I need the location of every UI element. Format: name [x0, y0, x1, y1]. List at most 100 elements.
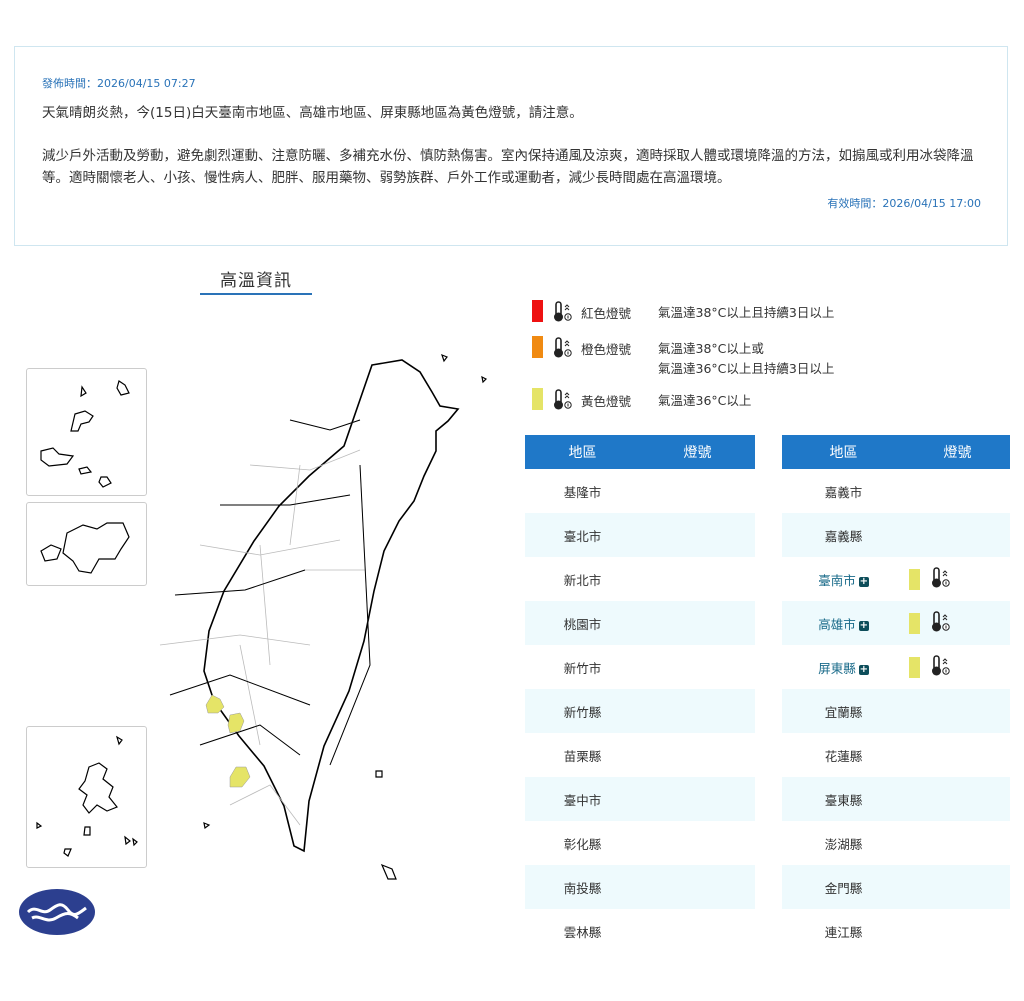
region-name: 新竹市 — [563, 660, 602, 676]
table-row: 高雄市 + — [782, 601, 1010, 645]
signal-cell — [905, 777, 1010, 821]
valid-time: 有效時間：2026/04/15 17:00 — [827, 197, 981, 210]
thermometer-heat-icon — [930, 566, 952, 593]
inset-kinmen — [26, 502, 147, 586]
signal-cell — [905, 733, 1010, 777]
inset-matsu — [26, 368, 147, 496]
signal-cell — [640, 777, 755, 821]
cwa-logo — [19, 889, 95, 935]
legend-desc: 氣溫達38°C以上且持續3日以上 — [658, 305, 835, 320]
signal-cell — [905, 909, 1010, 953]
table-row: 基隆市 — [525, 469, 755, 513]
table-row: 臺中市 — [525, 777, 755, 821]
signal-cell — [905, 601, 1010, 645]
table-row: 花蓮縣 — [782, 733, 1010, 777]
yellow-signal-swatch — [909, 568, 921, 590]
notice-headline: 天氣晴朗炎熱，今(15日)白天臺南市地區、高雄市地區、屏東縣地區為黃色燈號，請注… — [42, 105, 583, 121]
taiwan-map — [159, 353, 488, 880]
header-region: 地區 — [525, 435, 640, 469]
signal-cell — [640, 689, 755, 733]
taiwan-outline — [203, 359, 460, 853]
kaohsiung-highlight — [227, 712, 245, 734]
table-row: 苗栗縣 — [525, 733, 755, 777]
region-name: 臺北市 — [525, 513, 640, 557]
region-name: 澎湖縣 — [824, 836, 863, 852]
publish-time: 發佈時間：2026/04/15 07:27 — [42, 77, 196, 90]
inset-penghu — [26, 726, 147, 868]
expand-plus-icon[interactable]: + — [858, 663, 869, 675]
pingtung-highlight — [229, 766, 251, 788]
table-row: 連江縣 — [782, 909, 1010, 953]
thermometer-heat-icon — [930, 610, 952, 637]
region-name: 彰化縣 — [563, 836, 602, 852]
region-link[interactable]: 屏東縣 + — [818, 660, 869, 676]
signal-cell — [640, 733, 755, 777]
table-row: 新竹市 — [525, 645, 755, 689]
expand-plus-icon[interactable]: + — [858, 575, 869, 587]
region-name: 桃園市 — [525, 601, 640, 645]
legend-swatch — [532, 336, 543, 358]
section-title: 高溫資訊 — [200, 266, 312, 295]
table-row: 宜蘭縣 — [782, 689, 1010, 733]
header-signal: 燈號 — [905, 435, 1010, 469]
signal-cell — [905, 557, 1010, 601]
signal-cell — [905, 821, 1010, 865]
region-name: 嘉義市 — [824, 484, 863, 500]
table-row: 南投縣 — [525, 865, 755, 909]
signal-cell — [640, 865, 755, 909]
table-row: 臺南市 + — [782, 557, 1010, 601]
thermometer-heat-icon — [552, 300, 574, 327]
legend-desc: 氣溫達36°C以上 — [658, 393, 752, 408]
table-row: 金門縣 — [782, 865, 1010, 909]
notice-panel: 發佈時間：2026/04/15 07:27 天氣晴朗炎熱，今(15日)白天臺南市… — [14, 46, 1008, 246]
table-row: 嘉義市 — [782, 469, 1010, 513]
table-row: 屏東縣 + — [782, 645, 1010, 689]
region-link[interactable]: 臺南市 + — [818, 572, 869, 588]
table-row: 彰化縣 — [525, 821, 755, 865]
table-row: 嘉義縣 — [782, 513, 1010, 557]
notice-advice: 減少戶外活動及勞動，避免劇烈運動、注意防曬、多補充水份、慎防熱傷害。室內保持通風… — [42, 148, 974, 186]
table-row: 桃園市 — [525, 601, 755, 645]
signal-cell — [640, 557, 755, 601]
legend-swatch — [532, 300, 543, 322]
region-name: 新竹縣 — [525, 689, 640, 733]
legend-swatch — [532, 388, 543, 410]
table-row: 雲林縣 — [525, 909, 755, 953]
region-name: 臺中市 — [525, 777, 640, 821]
expand-plus-icon[interactable]: + — [858, 619, 869, 631]
table-row: 新北市 — [525, 557, 755, 601]
region-name: 臺東縣 — [782, 777, 906, 821]
signal-cell — [905, 469, 1010, 513]
region-link[interactable]: 高雄市 + — [782, 601, 906, 645]
signal-cell — [640, 513, 755, 557]
signal-cell — [905, 513, 1010, 557]
region-name: 新北市 — [563, 572, 602, 588]
signal-cell — [640, 601, 755, 645]
signal-cell — [905, 865, 1010, 909]
yellow-signal-swatch — [909, 656, 921, 678]
legend-name: 橙色燈號 — [581, 342, 632, 357]
region-name: 雲林縣 — [563, 924, 602, 940]
table-row: 臺北市 — [525, 513, 755, 557]
region-table-left: 地區 燈號 基隆市臺北市新北市桃園市新竹市新竹縣 苗栗縣 臺中市彰化縣南投縣雲林縣 — [525, 435, 755, 953]
header-signal: 燈號 — [640, 435, 755, 469]
signal-cell — [905, 689, 1010, 733]
legend-name: 黃色燈號 — [581, 394, 632, 409]
region-name: 南投縣 — [525, 865, 640, 909]
region-name: 宜蘭縣 — [782, 689, 906, 733]
signal-cell — [905, 645, 1010, 689]
header-region: 地區 — [782, 435, 906, 469]
region-table-right: 地區 燈號 嘉義市嘉義縣臺南市 + 高雄市 + 屏東縣 + 宜蘭縣花蓮縣臺東縣澎湖縣金門縣連江… — [782, 435, 1010, 953]
table-row: 臺東縣 — [782, 777, 1010, 821]
thermometer-heat-icon — [552, 336, 574, 363]
legend-desc: 氣溫達38°C以上或 氣溫達36°C以上且持續3日以上 — [658, 341, 835, 376]
signal-cell — [640, 645, 755, 689]
region-name: 基隆市 — [563, 484, 602, 500]
yellow-signal-swatch — [909, 612, 921, 634]
region-name: 連江縣 — [824, 924, 863, 940]
legend-name: 紅色燈號 — [581, 306, 632, 321]
region-name: 花蓮縣 — [824, 748, 863, 764]
region-name: 金門縣 — [782, 865, 906, 909]
table-row: 澎湖縣 — [782, 821, 1010, 865]
thermometer-heat-icon — [930, 654, 952, 681]
